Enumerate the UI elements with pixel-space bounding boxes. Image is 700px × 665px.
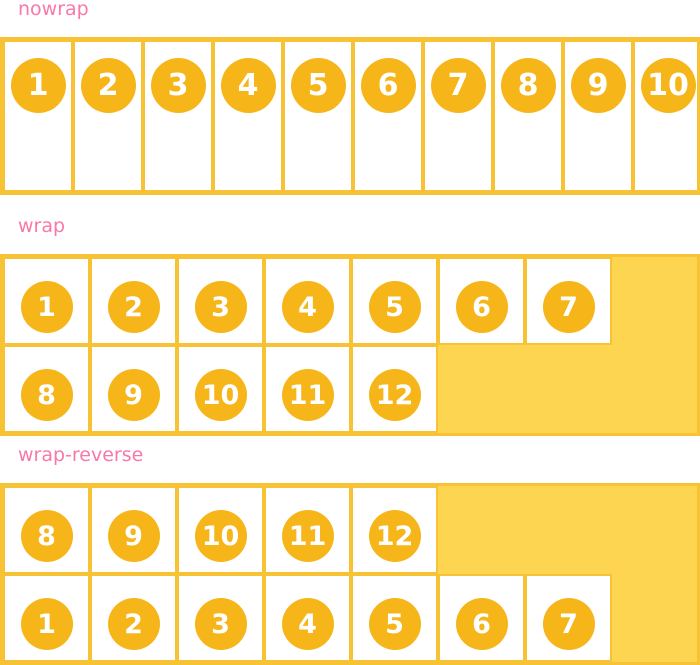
item-number-badge: 2 — [107, 598, 160, 650]
item-number-badge: 7 — [542, 598, 595, 650]
item-number-badge: 3 — [194, 281, 247, 333]
flex-item: 1 — [3, 257, 90, 345]
item-number-badge: 8 — [20, 510, 73, 562]
spacer — [0, 236, 700, 254]
section-label-nowrap: nowrap — [18, 0, 89, 20]
flex-item: 4 — [264, 257, 351, 345]
section-nowrap: nowrap 1 2 3 4 5 6 7 8 9 10 — [0, 0, 700, 195]
section-label-wrap: wrap — [18, 215, 66, 237]
item-number-badge: 4 — [281, 598, 334, 650]
flex-item: 8 — [493, 40, 563, 192]
flex-item: 10 — [177, 345, 264, 433]
flex-item: 9 — [90, 345, 177, 433]
spacer — [0, 19, 700, 37]
item-number-badge: 9 — [107, 510, 160, 562]
item-number-badge: 2 — [107, 281, 160, 333]
section-wrap-reverse: wrap-reverse 1 2 3 4 5 6 7 8 9 10 11 12 — [0, 446, 700, 665]
flex-item: 5 — [351, 574, 438, 662]
flex-item: 4 — [264, 574, 351, 662]
item-number-badge: 1 — [20, 281, 73, 333]
flex-item: 10 — [177, 486, 264, 574]
item-number-badge: 11 — [281, 510, 334, 562]
flex-item: 2 — [90, 574, 177, 662]
item-number-badge: 4 — [220, 58, 276, 113]
item-number-badge: 7 — [542, 281, 595, 333]
item-number-badge: 9 — [570, 58, 626, 113]
flex-item: 12 — [351, 486, 438, 574]
item-number-badge: 6 — [455, 598, 508, 650]
flex-item: 8 — [3, 486, 90, 574]
flex-item: 7 — [525, 574, 612, 662]
flex-item: 12 — [351, 345, 438, 433]
section-wrap: wrap 1 2 3 4 5 6 7 8 9 10 11 12 — [0, 217, 700, 436]
flex-item: 2 — [73, 40, 143, 192]
item-number-badge: 1 — [20, 598, 73, 650]
flex-item: 7 — [525, 257, 612, 345]
flex-item: 11 — [264, 345, 351, 433]
flex-item: 6 — [353, 40, 423, 192]
flex-container-nowrap: 1 2 3 4 5 6 7 8 9 10 — [0, 37, 700, 195]
item-number-badge: 6 — [455, 281, 508, 333]
item-number-badge: 9 — [107, 369, 160, 421]
flex-item: 9 — [563, 40, 633, 192]
flex-item: 6 — [438, 574, 525, 662]
flex-item: 1 — [3, 40, 73, 192]
spacer — [0, 465, 700, 483]
section-label-wrap-reverse: wrap-reverse — [18, 444, 144, 466]
flex-item: 6 — [438, 257, 525, 345]
flex-item: 1 — [3, 574, 90, 662]
flex-item: 3 — [143, 40, 213, 192]
item-number-badge: 10 — [194, 510, 247, 562]
item-number-badge: 3 — [194, 598, 247, 650]
item-number-badge: 10 — [194, 369, 247, 421]
item-number-badge: 11 — [281, 369, 334, 421]
item-number-badge: 1 — [10, 58, 66, 113]
flex-item: 5 — [351, 257, 438, 345]
item-number-badge: 5 — [368, 281, 421, 333]
item-number-badge: 4 — [281, 281, 334, 333]
flex-item: 3 — [177, 574, 264, 662]
spacer — [0, 195, 700, 217]
item-number-badge: 7 — [430, 58, 486, 113]
flex-item: 5 — [283, 40, 353, 192]
item-number-badge: 8 — [500, 58, 556, 113]
item-number-badge: 6 — [360, 58, 416, 113]
flex-item: 2 — [90, 257, 177, 345]
flex-item: 3 — [177, 257, 264, 345]
item-number-badge: 5 — [290, 58, 346, 113]
flex-item: 8 — [3, 345, 90, 433]
item-number-badge: 5 — [368, 598, 421, 650]
flex-item: 4 — [213, 40, 283, 192]
flex-container-wrap: 1 2 3 4 5 6 7 8 9 10 11 12 — [0, 254, 700, 436]
flex-item: 11 — [264, 486, 351, 574]
item-number-badge: 3 — [150, 58, 206, 113]
item-number-badge: 12 — [368, 369, 421, 421]
item-number-badge: 12 — [368, 510, 421, 562]
item-number-badge: 8 — [20, 369, 73, 421]
flex-container-wrap-reverse: 1 2 3 4 5 6 7 8 9 10 11 12 — [0, 483, 700, 665]
flex-item: 7 — [423, 40, 493, 192]
flex-item: 10 — [633, 40, 697, 192]
item-number-badge: 10 — [640, 58, 696, 113]
item-number-badge: 2 — [80, 58, 136, 113]
flex-item: 9 — [90, 486, 177, 574]
